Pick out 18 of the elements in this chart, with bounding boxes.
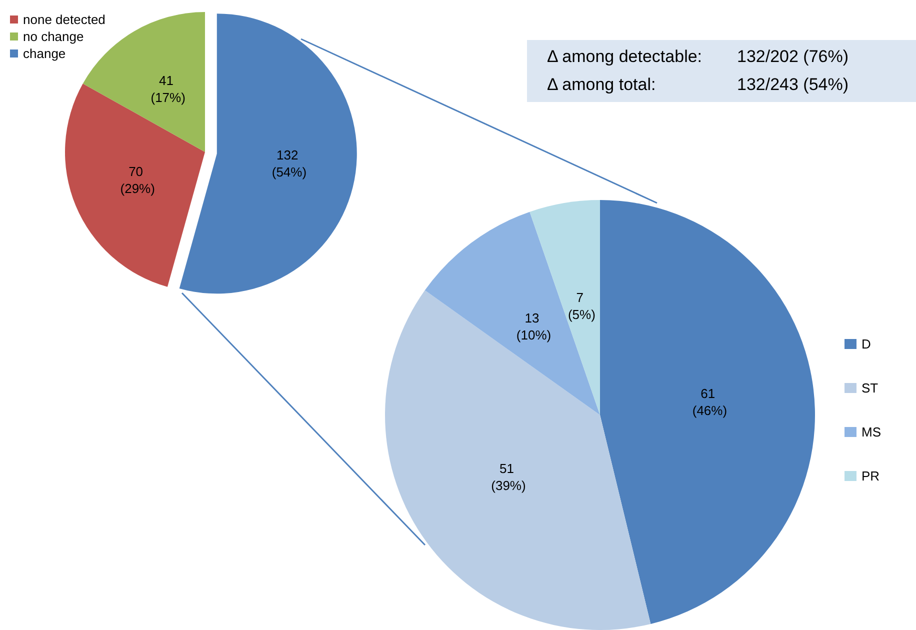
data-label: 7 (5%) [568, 290, 596, 322]
data-label: 61 (46%) [692, 386, 728, 418]
text: Δ among total: [547, 75, 657, 95]
data-label: 13 (10%) [516, 310, 552, 343]
legend-label: PR [862, 468, 880, 484]
text: Δ among detectable: [547, 47, 704, 67]
text: 132/202 (76%) [737, 47, 850, 67]
legend-label: change [23, 46, 66, 61]
text: 132/243 (54%) [737, 75, 850, 95]
data-label: 132 (54%) [272, 148, 307, 180]
legend-label: none detected [23, 12, 106, 27]
legend-label: D [862, 336, 871, 352]
data-label: 70 (29%) [120, 164, 155, 196]
data-label: 41 (17%) [150, 73, 186, 106]
legend-label: MS [862, 424, 882, 440]
data-label: 51 (39%) [491, 460, 526, 493]
legend-label: ST [862, 380, 878, 396]
legend-label: no change [23, 29, 84, 44]
